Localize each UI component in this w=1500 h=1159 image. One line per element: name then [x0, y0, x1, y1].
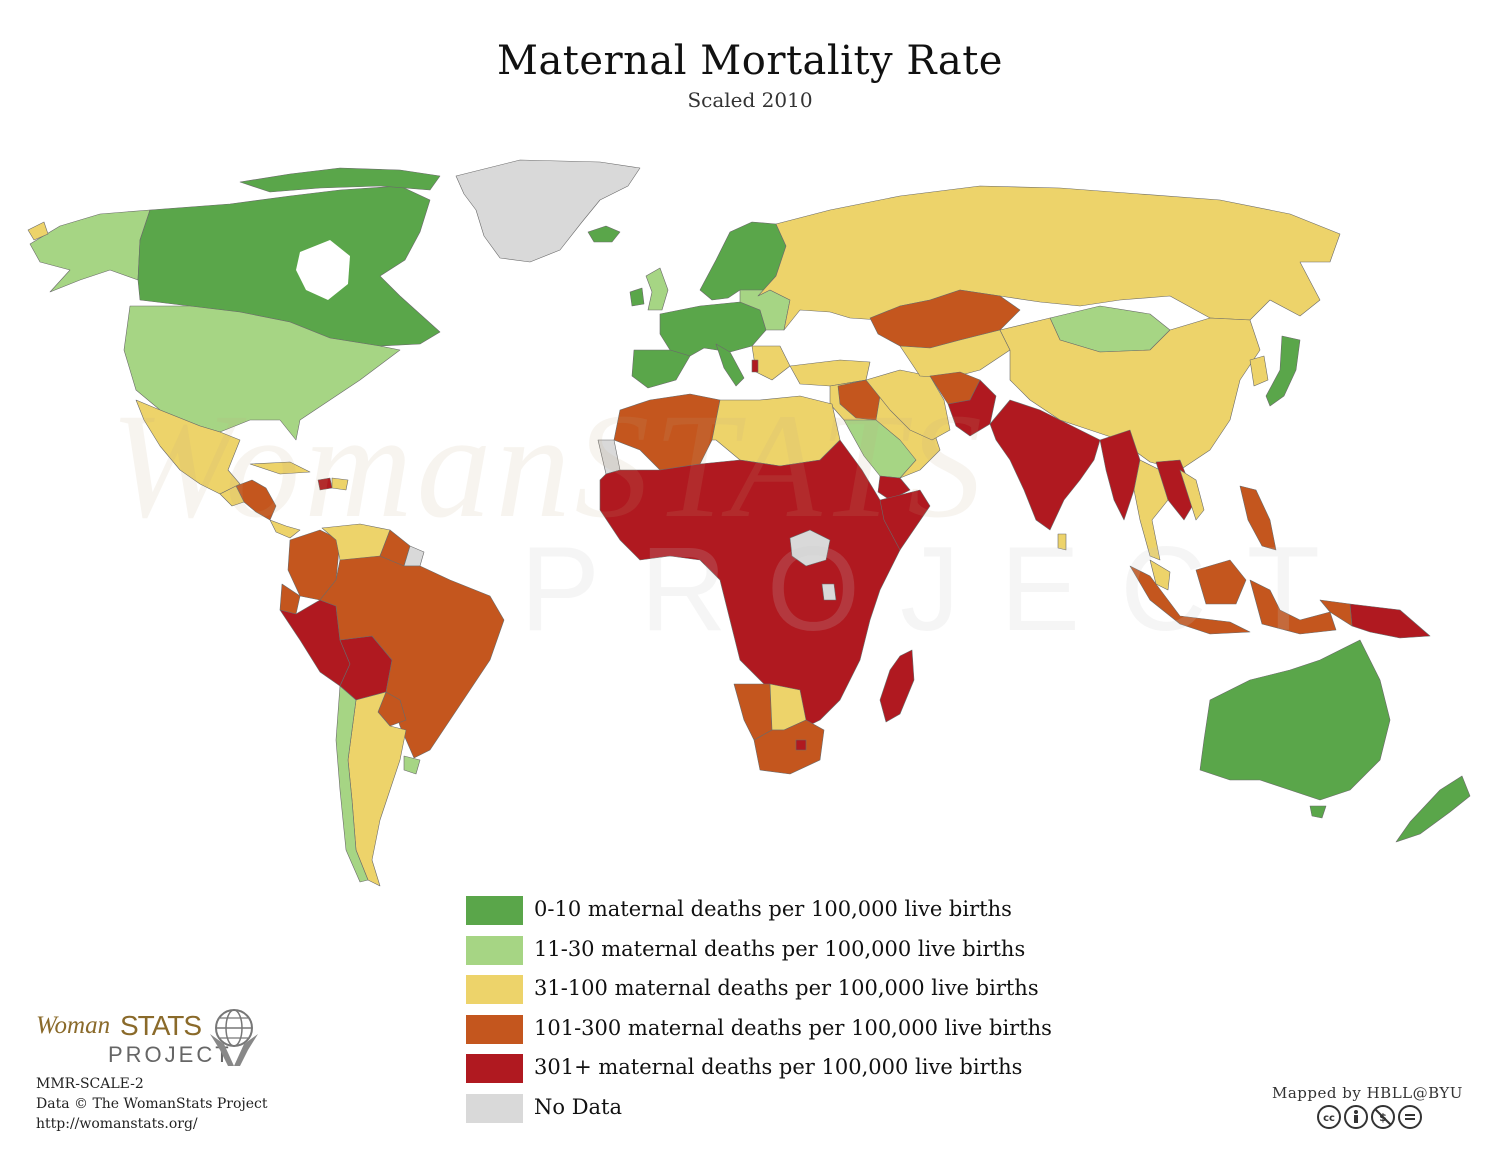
legend-swatch [466, 1014, 523, 1044]
region-iceland [587, 225, 621, 243]
nc-icon [1371, 1105, 1395, 1129]
region-cuba [249, 461, 311, 475]
creative-commons-icons: cc $ [1317, 1105, 1422, 1129]
region-namibia [733, 683, 773, 741]
region-central-america [235, 479, 277, 521]
cc-icon [1317, 1105, 1341, 1129]
region-brazil [319, 555, 505, 759]
region-india [989, 399, 1101, 531]
region-indonesia-east [1249, 579, 1337, 635]
nd-icon [1398, 1105, 1422, 1129]
legend-label: 31-100 maternal deaths per 100,000 live … [534, 976, 1039, 1001]
region-iran [865, 369, 951, 441]
region-new-zealand [1395, 775, 1471, 843]
region-madagascar [879, 649, 915, 723]
region-guatemala [219, 485, 245, 507]
womanstats-logo: Woman STATS PROJECT [36, 1004, 266, 1072]
region-costa-panama [269, 519, 301, 539]
hudson-bay [296, 240, 350, 300]
region-sri-lanka [1057, 533, 1067, 551]
legend-label: 101-300 maternal deaths per 100,000 live… [534, 1015, 1052, 1040]
region-pakistan [947, 379, 997, 437]
by-icon [1344, 1105, 1368, 1129]
region-uk [645, 267, 669, 311]
region-haiti [317, 477, 333, 491]
mapped-by: Mapped by HBLL@BYU [1272, 1084, 1463, 1102]
region-japan [1265, 335, 1301, 407]
region-kazakhstan [869, 289, 1021, 349]
region-western-europe [659, 301, 767, 357]
region-australia [1199, 639, 1391, 801]
map-code: MMR-SCALE-2 [36, 1076, 144, 1092]
website-link[interactable]: http://womanstats.org/ [36, 1116, 198, 1132]
region-uruguay [403, 755, 421, 775]
region-iberia [631, 349, 691, 389]
region-albania [751, 359, 759, 373]
region-western-sahara [597, 439, 621, 475]
region-libya-egypt [711, 395, 841, 467]
logo-stats-text: STATS [120, 1010, 202, 1041]
region-borneo [1195, 559, 1247, 605]
data-credit: Data © The WomanStats Project [36, 1096, 268, 1112]
region-canada [137, 185, 441, 347]
region-ireland [629, 287, 645, 307]
region-sumatra-java [1129, 565, 1251, 635]
map-title: Maternal Mortality Rate [497, 38, 1003, 84]
map-subtitle: Scaled 2010 [687, 88, 813, 112]
region-korea [1249, 355, 1269, 387]
region-myanmar [1099, 429, 1141, 521]
region-italy [715, 343, 745, 387]
region-sahel-west-africa [599, 439, 921, 731]
legend-label: 11-30 maternal deaths per 100,000 live b… [534, 936, 1026, 961]
legend-swatch [466, 1093, 523, 1123]
region-greenland [455, 159, 641, 263]
legend-label: 0-10 maternal deaths per 100,000 live bi… [534, 897, 1012, 921]
svg-text:$: $ [1379, 1111, 1387, 1124]
region-papua-indonesia [1319, 599, 1353, 627]
region-tasmania [1309, 805, 1327, 819]
logo-woman-text: Woman [36, 1012, 111, 1039]
region-papua-new-guinea [1349, 603, 1431, 639]
region-philippines [1239, 485, 1277, 551]
region-morocco-algeria [613, 393, 721, 471]
logo-project-text: PROJECT [108, 1042, 232, 1067]
region-vietnam [1179, 469, 1205, 521]
legend-swatch [466, 975, 523, 1005]
region-canada-islands [239, 167, 441, 193]
region-lesotho [795, 739, 807, 751]
region-dominican [331, 477, 349, 491]
legend-swatch [466, 935, 523, 965]
region-saudi [843, 419, 917, 479]
legend-swatch [466, 1054, 523, 1084]
svg-text:cc: cc [1323, 1113, 1335, 1124]
region-malaysia [1149, 559, 1171, 591]
globe-hands-icon [210, 1009, 258, 1066]
legend-label: 301+ maternal deaths per 100,000 live bi… [534, 1055, 1023, 1080]
region-alaska-tip [27, 221, 49, 241]
legend-swatch [466, 896, 523, 925]
region-russia [757, 185, 1341, 331]
region-alaska [29, 209, 151, 293]
region-chile [335, 685, 369, 883]
region-china [999, 317, 1261, 471]
region-lake [821, 583, 837, 601]
region-south-sudan [789, 529, 831, 567]
region-mexico [135, 399, 241, 495]
region-south-africa [753, 719, 825, 775]
region-horn [879, 489, 931, 551]
legend-label: No Data [534, 1094, 623, 1119]
world-map [27, 159, 1471, 887]
